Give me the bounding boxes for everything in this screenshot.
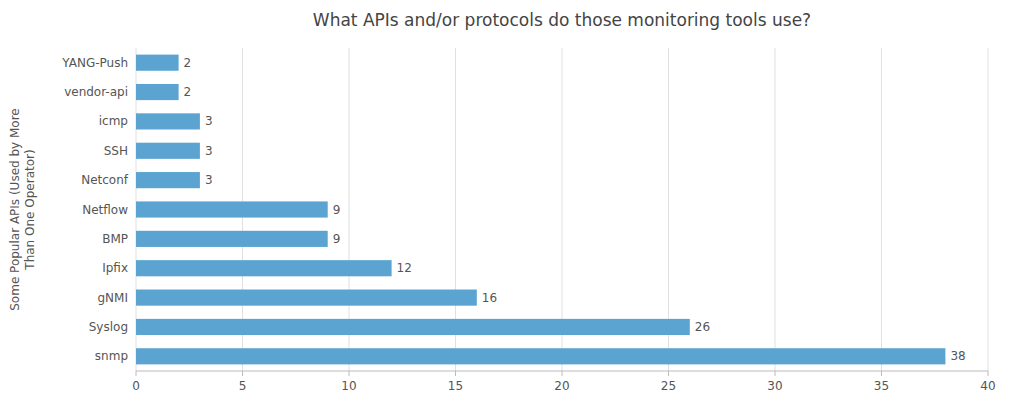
x-tick-label: 35: [874, 379, 889, 393]
bars: [136, 55, 945, 365]
y-tick-label: Netflow: [82, 203, 128, 217]
bar: [136, 172, 200, 188]
y-axis-label: Some Popular APIs (Used by MoreThan One …: [8, 108, 37, 311]
bar: [136, 55, 179, 71]
tick-mark: [988, 371, 989, 376]
chart-svg: 0 5 10 15 20 25 30 35 40 38 26 16 12 9 9 3 3 3 2 2 snmp Syslo…: [0, 0, 1024, 405]
y-tick-label: gNMI: [98, 291, 129, 305]
grid-line: [775, 48, 776, 371]
data-label: 26: [695, 320, 710, 334]
y-tick-label: Ipfix: [102, 261, 128, 275]
x-tick-label: 5: [239, 379, 247, 393]
data-label: 2: [184, 85, 192, 99]
x-grid: [136, 48, 988, 371]
x-tick-label: 15: [448, 379, 463, 393]
x-tick-label: 10: [341, 379, 356, 393]
y-tick-label: Syslog: [89, 320, 128, 334]
bar: [136, 84, 179, 100]
tick-mark: [242, 371, 243, 376]
bar: [136, 143, 200, 159]
tick-mark: [562, 371, 563, 376]
chart-title: What APIs and/or protocols do those moni…: [313, 10, 811, 30]
tick-mark: [136, 371, 137, 376]
bar: [136, 113, 200, 129]
tick-mark: [775, 371, 776, 376]
y-tick-label: SSH: [104, 144, 128, 158]
x-tick-label: 25: [661, 379, 676, 393]
x-tick-label: 30: [767, 379, 782, 393]
x-tick-label: 0: [132, 379, 140, 393]
y-tick-label: icmp: [99, 114, 128, 128]
tick-mark: [881, 371, 882, 376]
x-axis-line: [136, 371, 988, 372]
y-tick-label: snmp: [95, 349, 128, 363]
bar: [136, 290, 477, 306]
bar: [136, 260, 392, 276]
data-label: 3: [205, 173, 213, 187]
y-tick-label: vendor-api: [64, 85, 128, 99]
data-label: 38: [950, 349, 965, 363]
y-tick-label: Netconf: [81, 173, 129, 187]
bar: [136, 201, 328, 217]
y-tick-label: YANG-Push: [61, 56, 128, 70]
data-label: 9: [333, 232, 341, 246]
data-label: 2: [184, 56, 192, 70]
bar: [136, 231, 328, 247]
data-label: 3: [205, 114, 213, 128]
data-label: 3: [205, 144, 213, 158]
grid-line: [881, 48, 882, 371]
x-tick-label: 40: [980, 379, 995, 393]
bar: [136, 319, 690, 335]
grid-line: [988, 48, 989, 371]
tick-mark: [455, 371, 456, 376]
data-label: 12: [397, 261, 412, 275]
y-tick-label: BMP: [102, 232, 128, 246]
data-label: 16: [482, 291, 497, 305]
x-tick-label: 20: [554, 379, 569, 393]
tick-mark: [349, 371, 350, 376]
data-label: 9: [333, 203, 341, 217]
chart-container: 0 5 10 15 20 25 30 35 40 38 26 16 12 9 9 3 3 3 2 2 snmp Syslo…: [0, 0, 1024, 405]
tick-mark: [668, 371, 669, 376]
bar: [136, 348, 945, 364]
